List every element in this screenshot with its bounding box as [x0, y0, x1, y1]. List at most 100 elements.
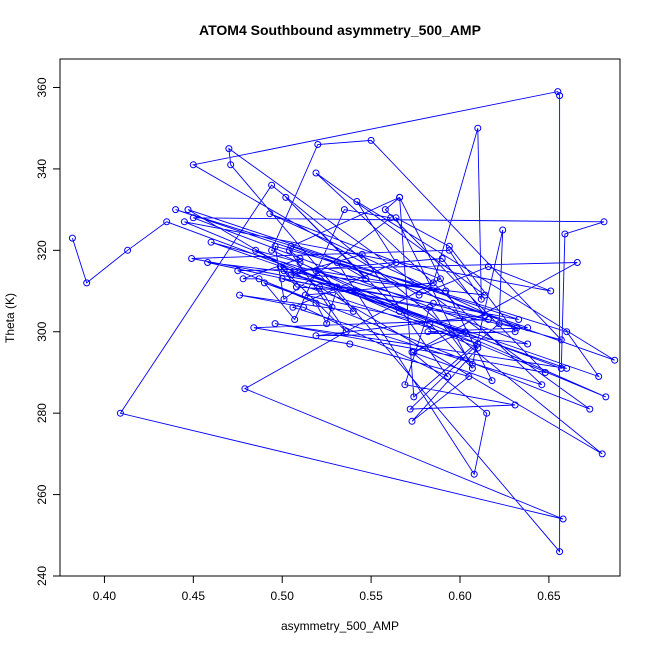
data-point [358, 250, 366, 258]
data-point [314, 141, 322, 148]
data-point [556, 548, 564, 556]
y-tick-label: 320 [35, 240, 49, 260]
data-point [396, 193, 404, 201]
data-point [184, 206, 192, 214]
y-tick-label: 300 [35, 321, 49, 341]
data-point [333, 259, 341, 266]
data-point [296, 267, 304, 275]
data-point [474, 124, 482, 132]
data-point [268, 246, 276, 254]
data-point [408, 348, 416, 356]
data-point [333, 283, 341, 291]
data-point [495, 320, 503, 328]
data-point [415, 291, 423, 299]
data-point [163, 218, 171, 226]
data-point [429, 279, 437, 287]
data-point [180, 218, 188, 226]
data-point [189, 214, 197, 222]
data-point [461, 328, 469, 336]
data-point [600, 218, 608, 226]
data-point [189, 161, 197, 169]
data-point [287, 271, 295, 279]
data-point [387, 214, 395, 222]
data-point [172, 206, 180, 214]
x-axis: 0.40 0.45 0.50 0.55 0.60 0.65 [93, 576, 561, 603]
data-point [276, 263, 284, 271]
data-point [312, 267, 320, 275]
data-point [280, 267, 288, 275]
y-axis-label: Theta (K) [3, 293, 17, 343]
data-point [424, 328, 432, 336]
data-point [557, 336, 565, 344]
data-point [282, 193, 290, 201]
data-point [316, 283, 324, 291]
data-point [481, 291, 489, 299]
data-point [484, 263, 492, 271]
data-point [586, 405, 594, 413]
data-point [188, 255, 196, 262]
data-point [392, 214, 400, 222]
data-point [287, 242, 295, 250]
data-point [234, 267, 242, 275]
data-point [538, 381, 546, 389]
data-point [271, 320, 279, 328]
data-point [250, 324, 258, 332]
data-point [481, 312, 489, 319]
data-point [442, 287, 450, 295]
data-point [438, 255, 446, 262]
data-point [266, 210, 274, 218]
data-point [524, 324, 532, 332]
data-point [268, 181, 276, 189]
data-point [474, 344, 482, 352]
data-point [225, 145, 233, 153]
data-point [445, 246, 453, 254]
data-point [239, 275, 247, 283]
data-point [563, 328, 571, 336]
data-point [541, 369, 549, 376]
data-point [292, 283, 300, 291]
data-point [436, 275, 444, 283]
data-point [83, 279, 91, 287]
x-tick-label: 0.65 [537, 589, 561, 603]
data-point [396, 307, 404, 315]
data-point [367, 136, 375, 144]
data-point [207, 238, 215, 246]
data-point [381, 206, 389, 214]
data-point [499, 226, 507, 234]
data-point [465, 373, 473, 380]
x-tick-label: 0.60 [448, 589, 472, 603]
data-point [426, 320, 434, 328]
data-point [278, 275, 286, 283]
data-point [573, 259, 581, 266]
x-tick-label: 0.40 [93, 589, 117, 603]
data-point [470, 470, 478, 478]
data-point [406, 405, 414, 413]
data-point [204, 259, 212, 266]
series-lines [71, 91, 615, 553]
data-point [362, 275, 370, 283]
x-axis-label: asymmetry_500_AMP [281, 619, 399, 633]
data-point [312, 169, 320, 177]
y-tick-label: 260 [35, 484, 49, 504]
data-point [468, 360, 476, 368]
data-point [444, 373, 452, 380]
data-point [260, 279, 268, 287]
data-point [556, 92, 564, 100]
data-point [598, 450, 606, 458]
y-tick-label: 340 [35, 159, 49, 179]
data-point [484, 316, 492, 323]
data-point [408, 417, 416, 425]
data-point [252, 246, 260, 254]
data-point [255, 275, 263, 283]
data-point [477, 295, 485, 303]
data-point [611, 356, 619, 364]
x-tick-label: 0.45 [182, 589, 206, 603]
data-point [328, 303, 336, 311]
data-point [474, 340, 482, 348]
series-points [68, 88, 619, 556]
plot-frame [59, 58, 621, 577]
data-point [547, 287, 555, 295]
data-point [301, 291, 309, 299]
data-point [351, 287, 359, 295]
data-point [488, 377, 496, 385]
